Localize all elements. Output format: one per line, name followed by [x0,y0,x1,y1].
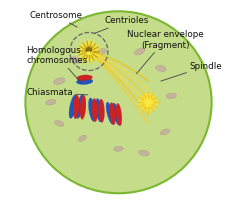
Text: Homologous
chromosomes: Homologous chromosomes [27,46,88,83]
Ellipse shape [114,146,123,151]
Text: Nuclear envelope
(Fragment): Nuclear envelope (Fragment) [127,30,203,74]
Ellipse shape [99,99,105,122]
Ellipse shape [90,47,92,52]
Ellipse shape [69,95,77,118]
Ellipse shape [73,95,79,119]
Circle shape [139,93,157,111]
Ellipse shape [76,79,93,85]
Ellipse shape [76,95,84,118]
Ellipse shape [78,135,87,141]
Text: Centrioles: Centrioles [94,16,149,33]
Ellipse shape [80,95,86,119]
Ellipse shape [135,48,145,55]
Circle shape [82,45,95,58]
Text: Centrosome: Centrosome [30,11,82,27]
Ellipse shape [88,47,90,51]
Ellipse shape [112,103,120,125]
Text: Spindle: Spindle [161,62,222,81]
Ellipse shape [110,102,115,125]
Ellipse shape [160,129,170,135]
Ellipse shape [54,78,65,84]
Circle shape [137,91,159,113]
Circle shape [141,95,155,109]
Ellipse shape [86,47,88,52]
Ellipse shape [71,57,81,63]
Ellipse shape [25,11,212,193]
Circle shape [78,41,100,62]
Ellipse shape [106,102,114,124]
Ellipse shape [96,99,103,122]
Text: Chiasmata: Chiasmata [27,88,88,97]
Ellipse shape [116,103,122,126]
Ellipse shape [96,49,107,54]
Ellipse shape [92,98,98,122]
Ellipse shape [46,99,56,105]
Ellipse shape [166,93,177,99]
Ellipse shape [139,150,149,156]
Ellipse shape [88,98,96,121]
Circle shape [80,43,97,60]
Ellipse shape [55,121,64,126]
Ellipse shape [77,75,92,81]
Circle shape [76,39,102,64]
Circle shape [142,96,155,109]
Ellipse shape [156,65,166,71]
